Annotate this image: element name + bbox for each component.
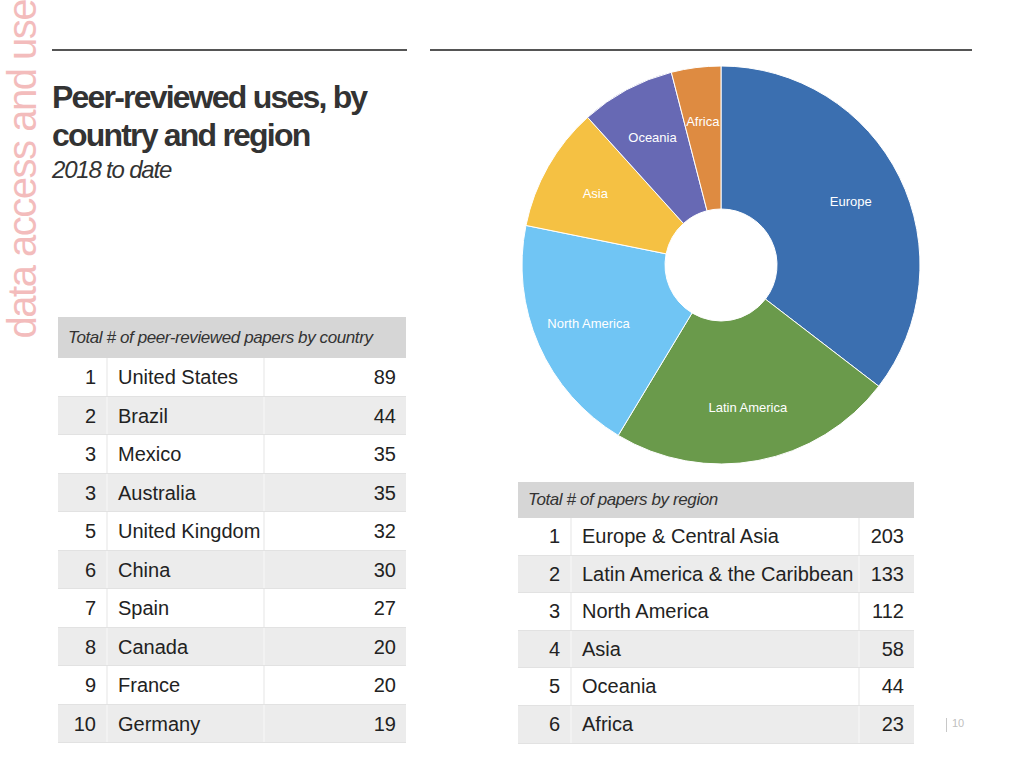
html-text:Brazil: Brazil: [118, 404, 168, 427]
html-text:44: 44: [881, 675, 904, 698]
html-text:10: 10: [73, 712, 96, 735]
svg-text:Oceania: Oceania: [628, 130, 677, 145]
html-text:89: 89: [373, 366, 396, 388]
html-text:4: 4: [548, 637, 560, 660]
html-text:35: 35: [373, 481, 396, 504]
svg-text:Africa: Africa: [686, 114, 720, 129]
html-text:7: 7: [84, 597, 96, 619]
html-text:Canada: Canada: [118, 635, 189, 658]
html-text:Total # of papers by region: Total # of papers by region: [528, 490, 718, 509]
html-text:2: 2: [84, 404, 96, 427]
html-text:35: 35: [373, 443, 396, 465]
html-text:9: 9: [84, 674, 96, 696]
html-text:Latin America & the Caribbean: Latin America & the Caribbean: [582, 562, 854, 585]
svg-text:Latin America: Latin America: [708, 400, 788, 415]
html-text:Spain: Spain: [118, 597, 170, 619]
html-text:8: 8: [84, 635, 96, 658]
html-text:Oceania: Oceania: [582, 675, 657, 698]
html-text:32: 32: [373, 520, 396, 542]
html-text:2018 to date: 2018 to date: [52, 156, 172, 183]
html-text:10: 10: [952, 717, 965, 729]
html-text:112: 112: [872, 600, 904, 623]
html-text:5: 5: [548, 675, 560, 698]
svg-text:Asia: Asia: [583, 186, 609, 201]
html-text:Europe & Central Asia: Europe & Central Asia: [582, 525, 779, 547]
html-text:20: 20: [373, 674, 396, 696]
html-text:44: 44: [373, 404, 396, 427]
html-text:Australia: Australia: [118, 481, 196, 504]
html-text:Africa: Africa: [582, 713, 634, 735]
html-text:1: 1: [84, 366, 96, 388]
html-text:France: France: [118, 674, 181, 696]
html-text:19: 19: [373, 712, 396, 735]
html-text:6: 6: [548, 713, 560, 735]
html-text:3: 3: [84, 481, 96, 504]
html-text:1: 1: [548, 525, 560, 547]
svg-text:North America: North America: [547, 316, 630, 331]
html-text:30: 30: [373, 558, 396, 581]
html-text:Peer-reviewed uses, by: Peer-reviewed uses, by: [52, 79, 367, 115]
html-text:United States: United States: [118, 366, 239, 388]
html-text:country and region: country and region: [52, 117, 310, 153]
html-text:Germany: Germany: [118, 712, 201, 735]
html-text:2: 2: [548, 562, 560, 585]
html-text:133: 133: [870, 562, 904, 585]
html-text:203: 203: [870, 525, 904, 547]
html-text:Mexico: Mexico: [118, 443, 182, 465]
html-text:North America: North America: [582, 600, 709, 623]
html-text:Asia: Asia: [582, 637, 621, 660]
html-text:3: 3: [84, 443, 96, 465]
html-text:23: 23: [881, 713, 904, 735]
html-text:5: 5: [84, 520, 96, 542]
html-text:6: 6: [84, 558, 96, 581]
html-text:data access and use: data access and use: [0, 0, 44, 339]
html-text:20: 20: [373, 635, 396, 658]
html-text:3: 3: [548, 600, 560, 623]
html-text:Total # of peer-reviewed paper: Total # of peer-reviewed papers by count…: [68, 327, 373, 347]
svg-text:Europe: Europe: [830, 194, 872, 209]
html-text:58: 58: [881, 637, 904, 660]
html-text:27: 27: [373, 597, 396, 619]
html-text:United Kingdom: United Kingdom: [118, 520, 261, 542]
html-text:China: China: [118, 558, 171, 581]
